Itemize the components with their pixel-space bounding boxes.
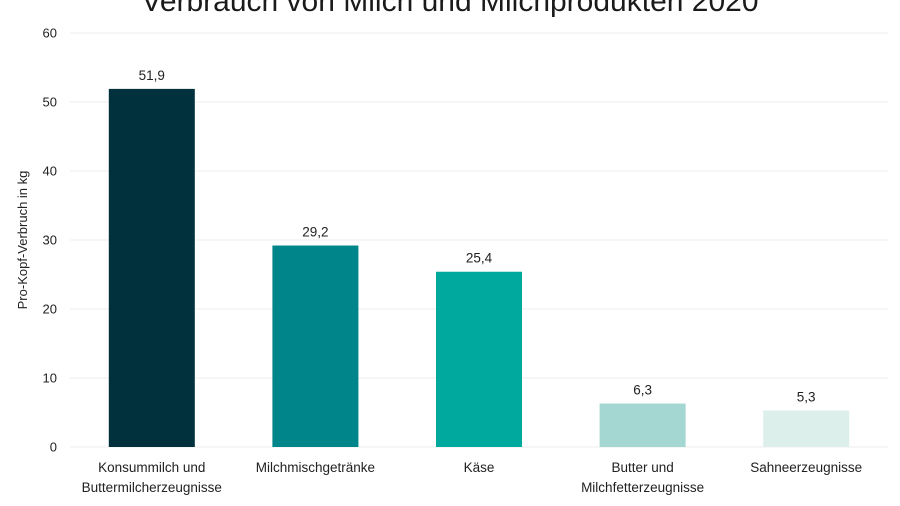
bar: [108, 88, 195, 447]
chart-title: Verbrauch von Milch und Milchprodukten 2…: [141, 0, 759, 18]
bar: [436, 271, 522, 447]
x-tick-label: Milchmischgetränke: [256, 460, 375, 475]
y-tick-label: 40: [43, 164, 57, 179]
y-axis-ticks: 0 10 20 30 40 50 60: [43, 26, 57, 455]
bars: [108, 88, 850, 447]
y-tick-label: 10: [43, 371, 57, 386]
value-labels: 51,9 29,2 25,4 6,3 5,3: [139, 68, 816, 405]
x-tick-label-line: Butter und: [611, 460, 673, 475]
bar: [599, 403, 686, 447]
data-label: 29,2: [302, 225, 328, 240]
data-label: 6,3: [633, 383, 652, 398]
y-tick-label: 20: [43, 302, 57, 317]
x-axis-categories: Konsummilch und Buttermilcherzeugnisse Mil…: [82, 460, 862, 495]
x-tick-label-line: Konsummilch und: [98, 460, 205, 475]
x-tick-label: Butter und Milchfetterzeugnisse: [581, 460, 704, 495]
data-label: 51,9: [139, 68, 165, 83]
y-axis-title: Pro-Kopf-Verbruch in kg: [15, 171, 30, 310]
y-tick-label: 30: [43, 233, 57, 248]
x-tick-label-line: Milchfetterzeugnisse: [581, 480, 704, 495]
data-label: 25,4: [466, 251, 493, 266]
data-label: 5,3: [797, 389, 816, 404]
x-tick-label: Konsummilch und Buttermilcherzeugnisse: [82, 460, 222, 495]
x-tick-label: Käse: [464, 460, 495, 475]
y-tick-label: 50: [43, 95, 57, 110]
x-tick-label: Sahneerzeugnisse: [750, 460, 862, 475]
y-tick-label: 0: [50, 440, 57, 455]
x-tick-label-line: Käse: [464, 460, 495, 475]
y-tick-label: 60: [43, 26, 57, 41]
bar: [763, 410, 850, 447]
x-tick-label-line: Sahneerzeugnisse: [750, 460, 862, 475]
x-tick-label-line: Milchmischgetränke: [256, 460, 375, 475]
x-tick-label-line: Buttermilcherzeugnisse: [82, 480, 222, 495]
bar: [272, 245, 359, 447]
